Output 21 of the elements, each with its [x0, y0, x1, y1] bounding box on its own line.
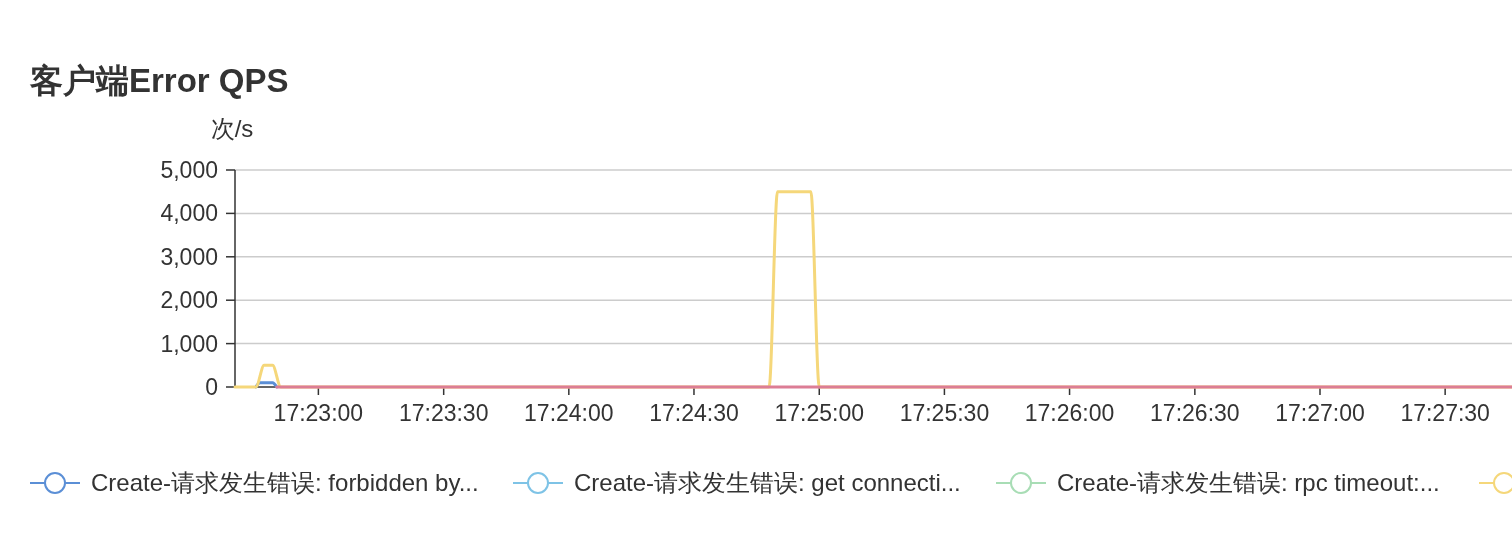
x-tick-label: 17:26:30 — [1150, 400, 1240, 426]
y-tick-label: 0 — [205, 374, 218, 401]
y-axis-title: 次/s — [210, 115, 254, 142]
y-tick-label: 1,000 — [160, 330, 218, 357]
x-tick-label: 17:25:00 — [774, 400, 865, 426]
y-tick-label: 3,000 — [160, 243, 218, 270]
x-tick-label: 17:27:30 — [1400, 400, 1490, 426]
x-tick-label: 17:23:00 — [273, 400, 364, 426]
legend-label: Create-请求发生错误: get connecti... — [574, 469, 961, 497]
chart-title: 客户端Error QPS — [29, 62, 289, 99]
x-tick-label: 17:26:00 — [1024, 400, 1115, 426]
y-tick-label: 5,000 — [160, 157, 218, 184]
x-tick-label: 17:25:30 — [899, 400, 990, 426]
x-tick-label: 17:23:30 — [398, 400, 489, 426]
legend-label: Create-请求发生错误: rpc timeout:... — [1057, 469, 1440, 497]
y-tick-label: 4,000 — [160, 200, 218, 227]
legend-label: Create-请求发生错误: forbidden by... — [91, 469, 479, 497]
x-tick-label: 17:24:30 — [649, 400, 739, 426]
y-tick-label: 2,000 — [160, 287, 218, 314]
x-tick-label: 17:24:00 — [524, 400, 614, 426]
x-tick-label: 17:27:00 — [1275, 400, 1365, 426]
